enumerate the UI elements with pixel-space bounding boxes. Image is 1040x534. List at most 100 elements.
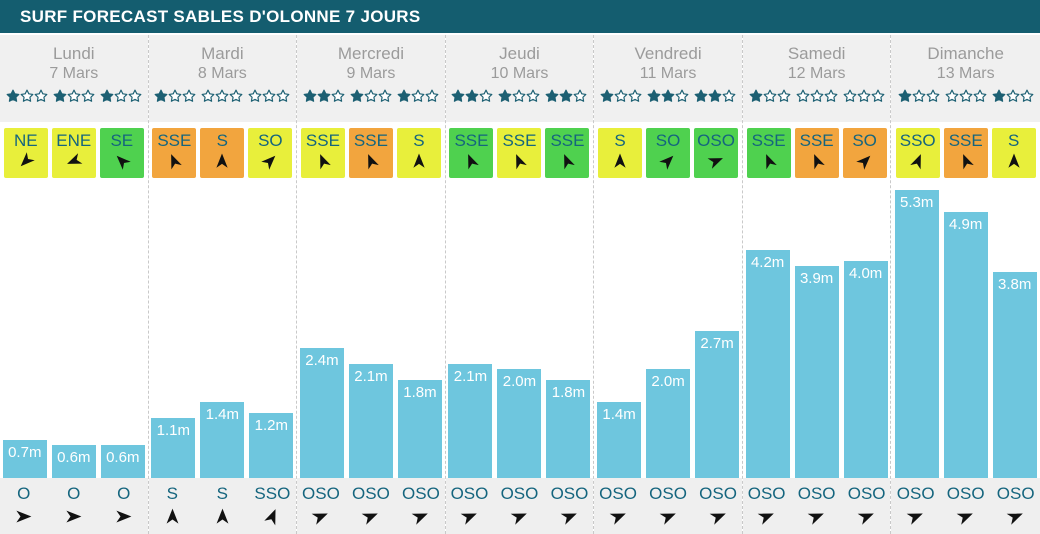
- star-icon: [276, 89, 290, 102]
- day-date: 7 Mars: [49, 65, 99, 82]
- swell-arrow-icon: [1006, 513, 1024, 525]
- wind-direction-label: OSO: [697, 131, 735, 150]
- swell-direction-label: OSO: [352, 484, 390, 503]
- star-icon: [973, 89, 987, 102]
- swell-direction: OSO: [547, 483, 592, 534]
- swell-direction-label: OSO: [302, 484, 340, 503]
- day-name: Mercredi: [337, 44, 404, 63]
- swell-direction-label: SSO: [254, 484, 291, 503]
- wind-direction-label: SO: [852, 131, 877, 150]
- header-bar: SURF FORECAST SABLES D'OLONNE 7 JOURS: [0, 0, 1040, 33]
- star-icon: [215, 89, 229, 102]
- swell-direction-label: OSO: [450, 484, 489, 503]
- swell-direction: S: [200, 483, 245, 534]
- day-name: Lundi: [52, 44, 95, 63]
- star-icon: [513, 89, 526, 102]
- wave-height-label: 1.1m: [156, 422, 191, 439]
- wind-arrow-icon: [909, 154, 921, 170]
- wave-height-label: 2.4m: [305, 352, 339, 369]
- wave-height-bar: 3.9m: [794, 266, 839, 478]
- swell-direction: OSO: [744, 483, 789, 534]
- swell-direction-row: OSO OSO OSO: [297, 478, 445, 534]
- star-rating-group: [694, 89, 736, 103]
- day-header: Vendredi 11 Mars: [594, 35, 742, 122]
- wave-height-bar: 5.3m: [894, 190, 939, 478]
- wind-direction-label: SSE: [353, 131, 388, 150]
- swell-direction: OSO: [298, 483, 343, 534]
- swell-direction: OSO: [398, 483, 443, 534]
- wind-direction-label: SSO: [899, 131, 936, 150]
- star-icon: [843, 89, 857, 102]
- swell-arrow-icon: [264, 509, 276, 526]
- star-icon: [796, 89, 810, 102]
- star-icon: [317, 89, 331, 102]
- day-column: Samedi 12 Mars SSE SSE SO 4.2m 3.9m 4.0m OSO OSO O…: [742, 35, 892, 534]
- wave-height-bars: 5.3m 4.9m 3.8m: [891, 178, 1040, 478]
- star-rating-group: [154, 89, 196, 103]
- day-date: 9 Mars: [346, 65, 396, 82]
- day-column: Dimanche 13 Mars SSO SSE S 5.3m 4.9m 3.8m OSO OSO…: [891, 35, 1040, 534]
- star-icon: [331, 89, 345, 102]
- star-rating-group: [303, 89, 345, 103]
- swell-arrow-icon: [956, 513, 974, 525]
- star-icon: [364, 89, 378, 102]
- wind-badges-row: NE ENE SE: [0, 122, 148, 178]
- swell-direction-label: OSO: [500, 484, 539, 503]
- wave-height-bar: 3.8m: [992, 272, 1037, 478]
- swell-direction-label: O: [67, 484, 81, 503]
- star-icon: [527, 89, 540, 102]
- wind-direction-label: S: [614, 131, 626, 150]
- forecast-days-grid: Lundi 7 Mars NE ENE SE 0.7m 0.6m 0.6m O O O Mardi 8 …: [0, 35, 1040, 534]
- day-header: Samedi 12 Mars: [742, 35, 891, 122]
- star-icon: [675, 89, 689, 102]
- star-icon: [912, 89, 926, 102]
- wind-arrow-icon: [1008, 153, 1020, 168]
- wind-direction-badge: SSE: [348, 128, 393, 178]
- star-rating-group: [545, 89, 587, 103]
- star-icon: [378, 89, 392, 102]
- star-rating: [891, 89, 1040, 103]
- day-name: Vendredi: [634, 44, 702, 63]
- swell-direction: S: [150, 483, 195, 534]
- star-rating-group: [451, 89, 493, 103]
- star-icon: [824, 89, 838, 102]
- wind-arrow-icon: [564, 154, 576, 170]
- wave-height-bar: 1.1m: [151, 418, 196, 478]
- day-date: 12 Mars: [787, 65, 846, 82]
- wind-arrow-icon: [116, 155, 131, 170]
- swell-arrow-icon: [560, 513, 577, 525]
- star-icon: [480, 89, 493, 102]
- star-icon: [411, 89, 425, 102]
- day-name: Jeudi: [499, 44, 540, 63]
- wind-direction-badge: SSE: [545, 128, 590, 178]
- wind-arrow-icon: [261, 155, 276, 170]
- star-rating-group: [992, 89, 1034, 103]
- star-rating-group: [898, 89, 940, 103]
- swell-direction-label: OSO: [699, 484, 737, 503]
- star-rating-group: [498, 89, 540, 103]
- wind-arrow-icon: [468, 154, 480, 170]
- swell-direction: OSO: [893, 483, 938, 534]
- wave-height-bar: 2.4m: [299, 348, 344, 478]
- wind-direction-badge: SSE: [497, 128, 542, 178]
- wind-direction-badge: NE: [3, 128, 48, 178]
- star-rating-group: [6, 89, 48, 103]
- star-icon: [959, 89, 973, 102]
- swell-arrow-icon: [609, 513, 626, 525]
- wave-height-label: 4.2m: [750, 254, 785, 271]
- swell-arrow-icon: [460, 513, 477, 525]
- wind-direction-badge: S: [396, 128, 441, 178]
- day-header: Jeudi 10 Mars: [445, 35, 594, 122]
- star-rating-group: [350, 89, 392, 103]
- star-icon: [560, 89, 573, 102]
- wind-direction-badge: SSE: [300, 128, 345, 178]
- day-header: Dimanche 13 Mars: [891, 35, 1040, 122]
- swell-direction-label: O: [117, 484, 131, 503]
- star-icon: [628, 89, 642, 102]
- star-icon: [81, 89, 95, 102]
- star-rating: [743, 89, 891, 103]
- wave-height-bar: 2.0m: [646, 369, 691, 478]
- wave-height-label: 2.0m: [502, 373, 537, 390]
- star-icon: [20, 89, 34, 102]
